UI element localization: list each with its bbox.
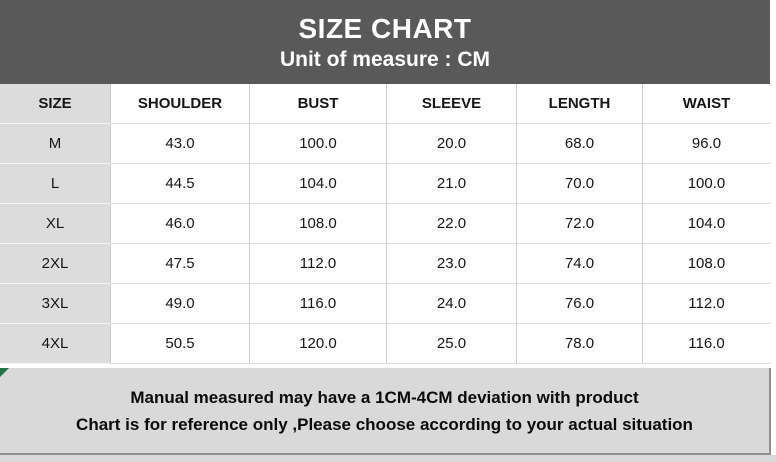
table-cell: 108.0 (250, 204, 387, 244)
table-cell: 24.0 (387, 284, 517, 324)
table-cell: 47.5 (111, 244, 250, 284)
table-cell: 96.0 (643, 124, 770, 164)
table-cell: 50.5 (111, 324, 250, 364)
col-header-sleeve: SLEEVE (387, 84, 517, 124)
page-title: SIZE CHART (298, 12, 472, 44)
note-line-2: Chart is for reference only ,Please choo… (76, 414, 693, 434)
table-cell: 78.0 (517, 324, 643, 364)
note-line-1: Manual measured may have a 1CM-4CM devia… (130, 387, 639, 407)
table-cell: 20.0 (387, 124, 517, 164)
col-header-length: LENGTH (517, 84, 643, 124)
col-header-size: SIZE (0, 84, 111, 124)
size-cell: 2XL (0, 244, 111, 284)
table-cell: 21.0 (387, 164, 517, 204)
title-banner: SIZE CHART Unit of measure : CM (0, 0, 770, 84)
green-corner-flag-icon (0, 368, 9, 377)
table-cell: 70.0 (517, 164, 643, 204)
table-cell: 22.0 (387, 204, 517, 244)
table-cell: 23.0 (387, 244, 517, 284)
col-header-shoulder: SHOULDER (111, 84, 250, 124)
table-cell: 43.0 (111, 124, 250, 164)
table-cell: 112.0 (643, 284, 770, 324)
bottom-strip (0, 455, 776, 462)
size-cell: 3XL (0, 284, 111, 324)
size-chart-table: SIZE SHOULDER BUST SLEEVE LENGTH WAIST M… (0, 84, 770, 364)
col-header-waist: WAIST (643, 84, 770, 124)
table-cell: 68.0 (517, 124, 643, 164)
table-cell: 46.0 (111, 204, 250, 244)
table-cell: 44.5 (111, 164, 250, 204)
unit-subtitle: Unit of measure : CM (279, 47, 491, 71)
size-cell: L (0, 164, 111, 204)
table-cell: 49.0 (111, 284, 250, 324)
table-cell: 25.0 (387, 324, 517, 364)
table-cell: 112.0 (250, 244, 387, 284)
col-header-bust: BUST (250, 84, 387, 124)
size-cell: M (0, 124, 111, 164)
table-cell: 108.0 (643, 244, 770, 284)
table-cell: 104.0 (643, 204, 770, 244)
table-cell: 116.0 (250, 284, 387, 324)
table-cell: 116.0 (643, 324, 770, 364)
measurement-note: Manual measured may have a 1CM-4CM devia… (0, 368, 771, 455)
table-cell: 100.0 (250, 124, 387, 164)
table-cell: 76.0 (517, 284, 643, 324)
size-cell: 4XL (0, 324, 111, 364)
size-cell: XL (0, 204, 111, 244)
table-cell: 74.0 (517, 244, 643, 284)
table-cell: 120.0 (250, 324, 387, 364)
table-cell: 104.0 (250, 164, 387, 204)
table-cell: 100.0 (643, 164, 770, 204)
table-cell: 72.0 (517, 204, 643, 244)
